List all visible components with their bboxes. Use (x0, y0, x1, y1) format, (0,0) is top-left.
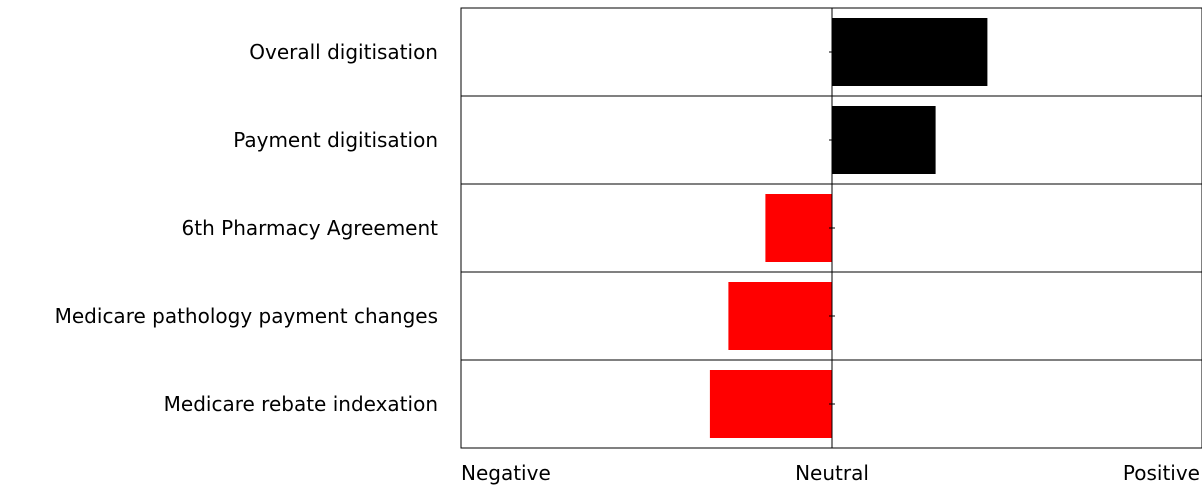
x-tick-label-neutral: Neutral (795, 461, 869, 485)
category-label-overall-digitisation: Overall digitisation (249, 40, 438, 64)
category-label-medicare-pathology-payment-changes: Medicare pathology payment changes (55, 304, 438, 328)
category-label-6th-pharmacy-agreement: 6th Pharmacy Agreement (182, 216, 439, 240)
bars-group (709, 18, 988, 438)
bar-medicare-rebate-indexation (709, 370, 832, 438)
bar-6th-pharmacy-agreement (765, 194, 832, 262)
axis-tick-labels: Negative Neutral Positive (461, 461, 1200, 485)
category-label-payment-digitisation: Payment digitisation (233, 128, 438, 152)
category-label-medicare-rebate-indexation: Medicare rebate indexation (164, 392, 438, 416)
x-tick-label-negative: Negative (461, 461, 551, 485)
bar-payment-digitisation (832, 106, 936, 174)
tick-marks (829, 51, 835, 405)
bar-medicare-pathology-payment-changes (728, 282, 832, 350)
category-labels: Overall digitisation Payment digitisation… (55, 40, 439, 416)
x-tick-label-positive: Positive (1123, 461, 1200, 485)
bar-overall-digitisation (832, 18, 988, 86)
